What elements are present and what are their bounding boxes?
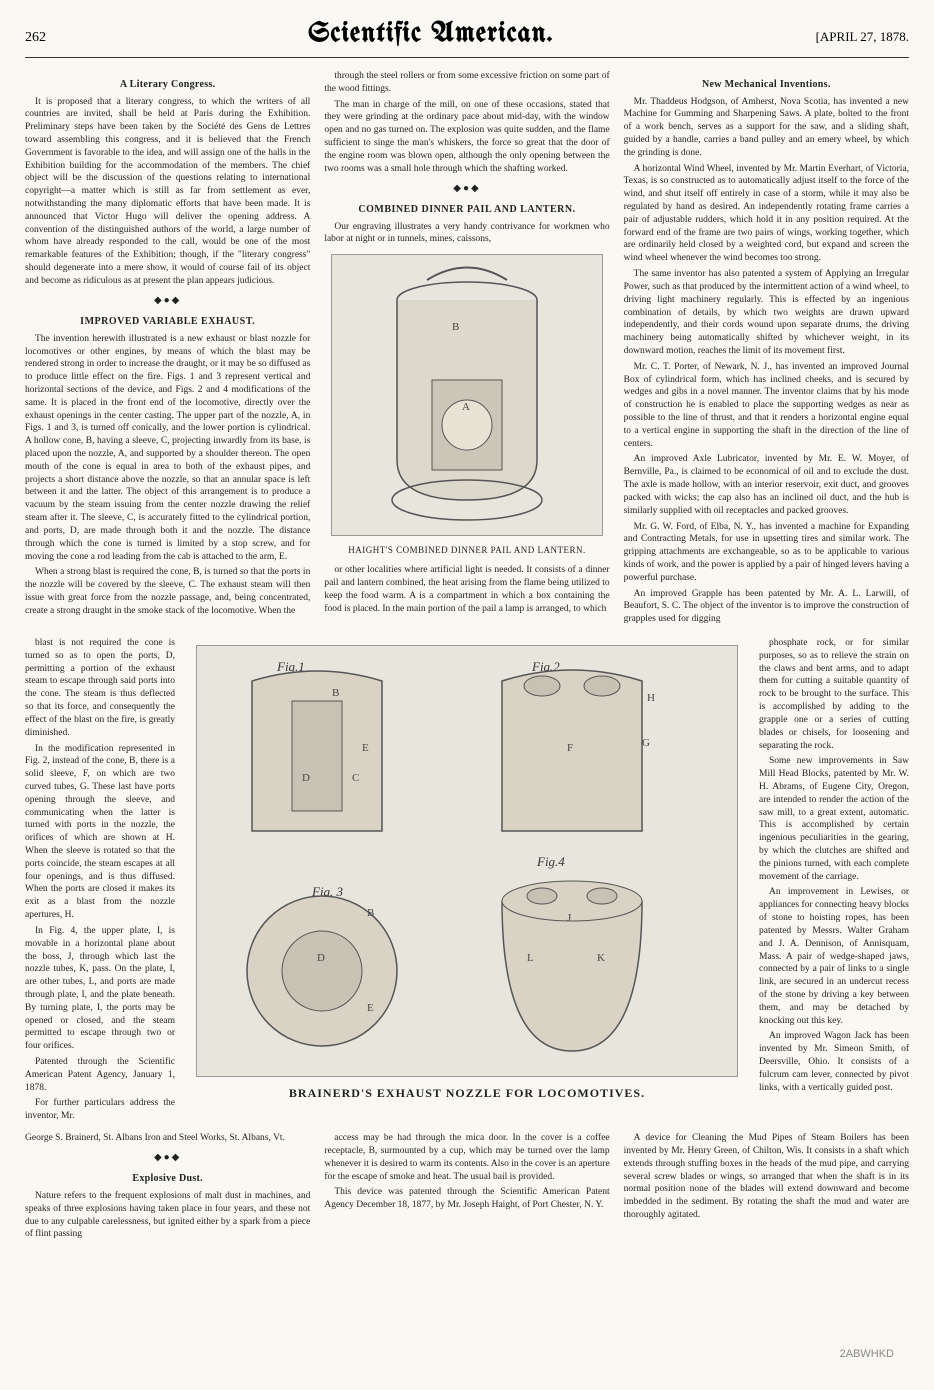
article-title-exhaust: IMPROVED VARIABLE EXHAUST. bbox=[25, 315, 310, 329]
body-text: Patented through the Scientific American… bbox=[25, 1056, 175, 1094]
body-text: In the modification represented in Fig. … bbox=[25, 743, 175, 922]
page-container: 262 Scientific American. [APRIL 27, 1878… bbox=[0, 0, 934, 1390]
body-text: An improved Axle Lubricator, invented by… bbox=[624, 453, 909, 517]
body-text: Mr. C. T. Porter, of Newark, N. J., has … bbox=[624, 361, 909, 451]
svg-text:B: B bbox=[452, 321, 459, 333]
page-header: 262 Scientific American. [APRIL 27, 1878… bbox=[25, 20, 909, 58]
body-text: An improved Wagon Jack has been invented… bbox=[759, 1030, 909, 1094]
section-divider: ◆●◆ bbox=[25, 1151, 310, 1165]
svg-text:B: B bbox=[367, 907, 374, 919]
body-text: The same inventor has also patented a sy… bbox=[624, 268, 909, 358]
svg-text:L: L bbox=[527, 952, 534, 964]
body-text: A horizontal Wind Wheel, invented by Mr.… bbox=[624, 163, 909, 266]
svg-text:K: K bbox=[597, 952, 605, 964]
svg-text:J: J bbox=[567, 912, 572, 924]
body-text: phosphate rock, or for similar purposes,… bbox=[759, 637, 909, 752]
body-text: The man in charge of the mill, on one of… bbox=[324, 99, 609, 176]
lantern-illustration: B A bbox=[331, 254, 603, 536]
body-text: A device for Cleaning the Mud Pipes of S… bbox=[624, 1132, 909, 1222]
body-text: For further particulars address the inve… bbox=[25, 1097, 175, 1123]
body-text: The invention herewith illustrated is a … bbox=[25, 333, 310, 564]
bottom-columns: George S. Brainerd, St. Albans Iron and … bbox=[25, 1132, 909, 1244]
body-text: through the steel rollers or from some e… bbox=[324, 70, 609, 96]
article-title-lantern: COMBINED DINNER PAIL AND LANTERN. bbox=[324, 203, 609, 217]
section-divider: ◆●◆ bbox=[324, 182, 609, 196]
masthead-title: Scientific American. bbox=[308, 20, 553, 49]
column-1: A Literary Congress. It is proposed that… bbox=[25, 70, 310, 629]
body-text: This device was patented through the Sci… bbox=[324, 1186, 609, 1212]
svg-text:G: G bbox=[642, 737, 650, 749]
lower-section: blast is not required the cone is turned… bbox=[25, 637, 909, 1126]
body-text: Mr. Thaddeus Hodgson, of Amherst, Nova S… bbox=[624, 96, 909, 160]
column-3: New Mechanical Inventions. Mr. Thaddeus … bbox=[624, 70, 909, 629]
svg-text:B: B bbox=[332, 687, 339, 699]
body-text: Some new improvements in Saw Mill Head B… bbox=[759, 755, 909, 883]
nozzle-illustration: Fig.1 Fig.2 Fig. 3 Fig.4 B D C E F bbox=[196, 645, 738, 1077]
lower-left-column: blast is not required the cone is turned… bbox=[25, 637, 175, 1126]
svg-text:C: C bbox=[352, 772, 359, 784]
svg-text:A: A bbox=[462, 401, 470, 413]
body-text: An improved Grapple has been patented by… bbox=[624, 588, 909, 626]
bottom-col-3: A device for Cleaning the Mud Pipes of S… bbox=[624, 1132, 909, 1244]
svg-text:D: D bbox=[317, 952, 325, 964]
body-text: George S. Brainerd, St. Albans Iron and … bbox=[25, 1132, 310, 1145]
article-title-dust: Explosive Dust. bbox=[25, 1172, 310, 1186]
fig4-label: Fig.4 bbox=[536, 854, 565, 869]
article-title-literary: A Literary Congress. bbox=[25, 78, 310, 92]
nozzle-svg: Fig.1 Fig.2 Fig. 3 Fig.4 B D C E F bbox=[202, 651, 732, 1071]
upper-columns: A Literary Congress. It is proposed that… bbox=[25, 70, 909, 629]
body-text: Mr. G. W. Ford, of Elba, N. Y., has inve… bbox=[624, 521, 909, 585]
body-text: An improvement in Lewises, or appliances… bbox=[759, 886, 909, 1027]
body-text: access may be had through the mica door.… bbox=[324, 1132, 609, 1183]
page-number: 262 bbox=[25, 30, 46, 46]
svg-text:H: H bbox=[647, 692, 655, 704]
watermark-text: 2ABWHKD bbox=[840, 1348, 894, 1360]
column-2: through the steel rollers or from some e… bbox=[324, 70, 609, 629]
svg-text:F: F bbox=[567, 742, 573, 754]
body-text: blast is not required the cone is turned… bbox=[25, 637, 175, 740]
body-text: or other localities where artificial lig… bbox=[324, 564, 609, 615]
body-text: Nature refers to the frequent explosions… bbox=[25, 1190, 310, 1241]
lower-right-column: phosphate rock, or for similar purposes,… bbox=[759, 637, 909, 1126]
section-divider: ◆●◆ bbox=[25, 294, 310, 308]
lantern-caption: HAIGHT'S COMBINED DINNER PAIL AND LANTER… bbox=[324, 544, 609, 556]
article-title-inventions: New Mechanical Inventions. bbox=[624, 78, 909, 92]
issue-date: [APRIL 27, 1878. bbox=[816, 29, 909, 45]
bottom-col-2: access may be had through the mica door.… bbox=[324, 1132, 609, 1244]
body-text: Our engraving illustrates a very handy c… bbox=[324, 221, 609, 247]
body-text: It is proposed that a literary congress,… bbox=[25, 96, 310, 288]
bottom-col-1: George S. Brainerd, St. Albans Iron and … bbox=[25, 1132, 310, 1244]
svg-text:D: D bbox=[302, 772, 310, 784]
lantern-svg: B A bbox=[337, 260, 597, 530]
svg-text:E: E bbox=[367, 1002, 374, 1014]
body-text: In Fig. 4, the upper plate, I, is movabl… bbox=[25, 925, 175, 1053]
figure-block: Fig.1 Fig.2 Fig. 3 Fig.4 B D C E F bbox=[189, 637, 745, 1126]
nozzle-caption: BRAINERD'S EXHAUST NOZZLE FOR LOCOMOTIVE… bbox=[189, 1085, 745, 1101]
svg-text:E: E bbox=[362, 742, 369, 754]
body-text: When a strong blast is required the cone… bbox=[25, 566, 310, 617]
